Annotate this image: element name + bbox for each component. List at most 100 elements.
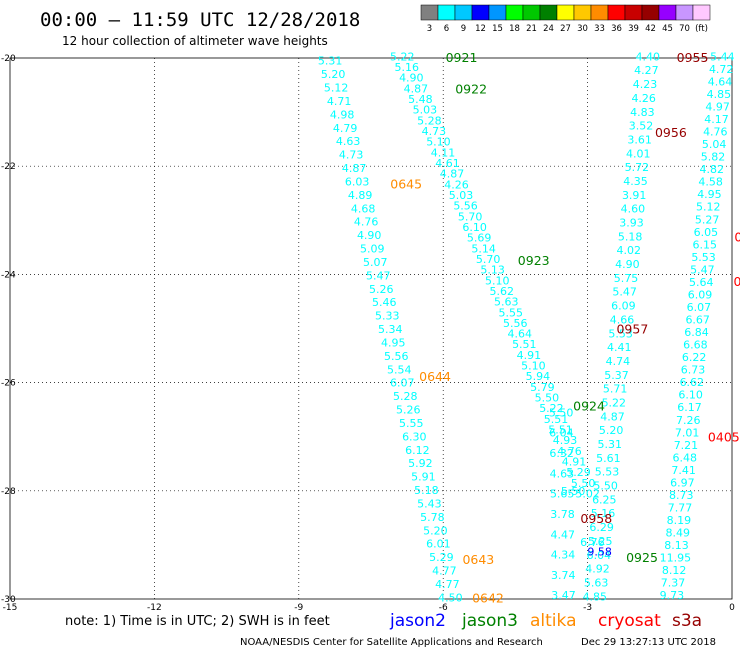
swh-value: 5.18 [414, 484, 439, 497]
swh-value: 5.16 [591, 507, 616, 520]
swh-value: 3.74 [551, 569, 576, 582]
legend-label: 27 [560, 24, 571, 34]
swh-value: 6.30 [402, 430, 427, 443]
legend-swatch [437, 4, 456, 21]
legend-label: 21 [526, 24, 537, 34]
swh-value: 5.50 [549, 406, 574, 419]
swh-value: 5.50 [571, 477, 596, 490]
swh-value: 3.47 [551, 589, 576, 602]
swh-value: 5.55 [499, 306, 524, 319]
swh-value: 5.47 [366, 269, 391, 282]
legend-swatch [488, 4, 507, 21]
swh-value: 5.79 [530, 381, 555, 394]
swh-value: 7.77 [668, 501, 693, 514]
swh-value: 4.79 [333, 122, 358, 135]
swh-value: 5.10 [426, 136, 451, 149]
x-tick-label: -3 [583, 603, 592, 613]
swh-value: 4.63 [550, 467, 575, 480]
swh-value: 5.69 [467, 232, 492, 245]
legend-swatch [573, 4, 592, 21]
legend-swatch [641, 4, 660, 21]
pass-time-label: 0924 [573, 398, 605, 413]
swh-value: 4.82 [700, 163, 725, 176]
swh-value: 6.07 [687, 301, 712, 314]
swh-value: 4.93 [553, 434, 578, 447]
swh-value: 5.94 [526, 370, 551, 383]
y-tick-label: -20 [1, 54, 16, 64]
map-subtitle: 12 hour collection of altimeter wave hei… [62, 34, 328, 48]
swh-value: 3.78 [550, 508, 575, 521]
swh-value: 5.29 [429, 551, 454, 564]
swh-value: 5.63 [494, 296, 519, 309]
axis-ticks: -15 -12 -9 -6 -3 0-20-22-24-26-28-30 [1, 54, 735, 613]
swh-value: 4.63 [336, 135, 361, 148]
swh-value: 3.52 [629, 120, 654, 133]
swh-value: 5.14 [471, 242, 496, 255]
swh-value: 7.21 [674, 439, 699, 452]
swh-value: 4.40 [636, 50, 661, 63]
track-cryosat: 5.444.724.644.854.974.174.765.045.824.82… [660, 50, 735, 602]
legend-swatch [658, 4, 677, 21]
pass-time-label: 0642 [472, 590, 504, 605]
satellite-altika: altika [530, 611, 577, 631]
swh-value: 6.62 [680, 376, 705, 389]
swh-value: 5.44 [710, 50, 735, 63]
swh-value: 6.17 [677, 401, 702, 414]
swh-value: 7.26 [676, 414, 701, 427]
swh-value: 4.98 [330, 108, 355, 121]
swh-value: 4.73 [422, 125, 447, 138]
legend-label: 24 [543, 24, 554, 34]
legend-label: 3 [427, 24, 432, 34]
swh-value: 6.04 [587, 549, 612, 562]
swh-value: 4.95 [381, 336, 406, 349]
satellite-jason3: jason3 [461, 611, 518, 631]
swh-value: 5.70 [476, 253, 501, 266]
swh-value: 4.60 [621, 203, 646, 216]
legend-label: 45 [662, 24, 673, 34]
swh-value: 6.32 [549, 447, 574, 460]
swh-value: 5.31 [598, 438, 623, 451]
pass-time-label: 04 [734, 230, 740, 245]
swh-value: 5.65 [550, 488, 575, 501]
swh-value: 4.11 [431, 146, 456, 159]
swh-value: 5.62 [489, 285, 514, 298]
swh-value: 6.09 [688, 288, 713, 301]
swh-value: 3.91 [622, 189, 647, 202]
legend-label: 12 [475, 24, 486, 34]
pass-time-label: 0645 [390, 177, 422, 192]
swh-value: 5.10 [485, 274, 510, 287]
legend-label: 33 [594, 24, 605, 34]
legend-swatch [539, 4, 558, 21]
legend-swatch [590, 4, 609, 21]
swh-value: 5.47 [612, 286, 637, 299]
swh-value: 9.58 [587, 545, 612, 558]
y-tick-label: -28 [1, 487, 16, 497]
legend-swatch [505, 4, 524, 21]
swh-value: 5.12 [696, 201, 721, 214]
swh-value: 5.03 [449, 189, 474, 202]
swh-value: 4.61 [435, 157, 460, 170]
credit-text: NOAA/NESDIS Center for Satellite Applica… [240, 637, 543, 648]
map-title: 00:00 – 11:59 UTC 12/28/2018 [40, 9, 360, 31]
swh-value: 4.73 [339, 149, 364, 162]
swh-value: 5.48 [408, 93, 433, 106]
swh-value: 6.05 [694, 226, 719, 239]
swh-value: 5.54 [387, 363, 412, 376]
swh-value: 5.50 [561, 485, 586, 498]
swh-value: 5.71 [603, 383, 628, 396]
grid-lines [10, 58, 732, 599]
swh-value: 4.47 [550, 528, 575, 541]
legend-label: 36 [611, 24, 622, 34]
swh-value: 4.90 [399, 72, 424, 85]
swh-value: 5.31 [318, 55, 343, 68]
y-tick-label: -24 [1, 270, 16, 280]
pass-time-label: 0955 [677, 50, 709, 65]
legend-label: 30 [577, 24, 588, 34]
plot-frame [9, 57, 733, 600]
swh-value: 5.61 [596, 452, 621, 465]
swh-value: 6.73 [681, 364, 706, 377]
swh-value: 5.50 [593, 480, 618, 493]
pass-time-label: 0925 [626, 550, 658, 565]
swh-value: 5.63 [584, 576, 609, 589]
satellite-cryosat: cryosat [598, 611, 661, 631]
